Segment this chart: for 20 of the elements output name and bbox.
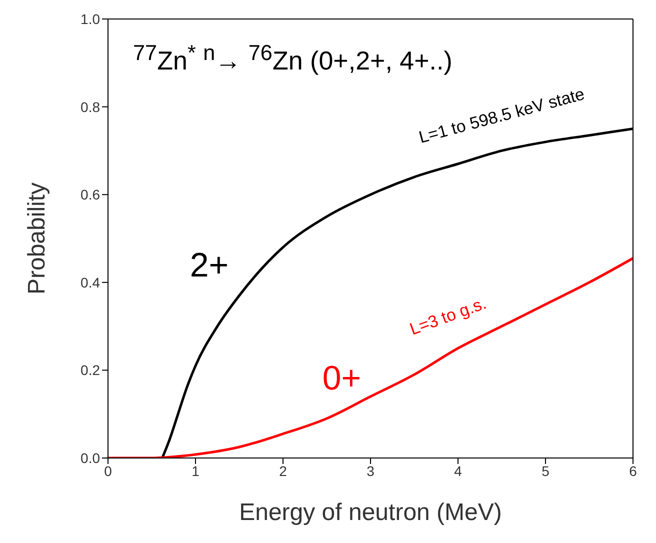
y-tick-label: 0.2: [80, 362, 100, 378]
y-tick-label: 0.6: [80, 186, 100, 203]
x-tick-label: 2: [279, 462, 288, 479]
series-label: 2+: [190, 246, 229, 285]
y-tick-label: 0.0: [80, 450, 100, 466]
y-tick-label: 1.0: [80, 10, 100, 27]
y-tick-label: 0.4: [80, 274, 100, 290]
x-tick-label: 4: [454, 462, 462, 479]
x-tick-label: 1: [192, 462, 200, 479]
annotation: L=3 to g.s.: [407, 294, 489, 339]
y-axis-title: Probability: [24, 182, 51, 295]
text: $^{77}$Zn$^{*}$ $^{n}$→ $^{76}$Zn (0+,2+, 4+..): [133, 40, 452, 77]
x-tick-label: 5: [542, 462, 550, 479]
x-axis-title: Energy of neutron (MeV): [239, 499, 502, 526]
annotation: L=1 to 598.5 keV state: [416, 84, 587, 147]
y-tick-label: 0.8: [80, 98, 100, 115]
x-tick-label: 0: [104, 462, 112, 479]
x-tick-label: 3: [366, 462, 375, 479]
series-label: 0+: [322, 359, 362, 398]
x-tick-label: 6: [629, 462, 638, 479]
